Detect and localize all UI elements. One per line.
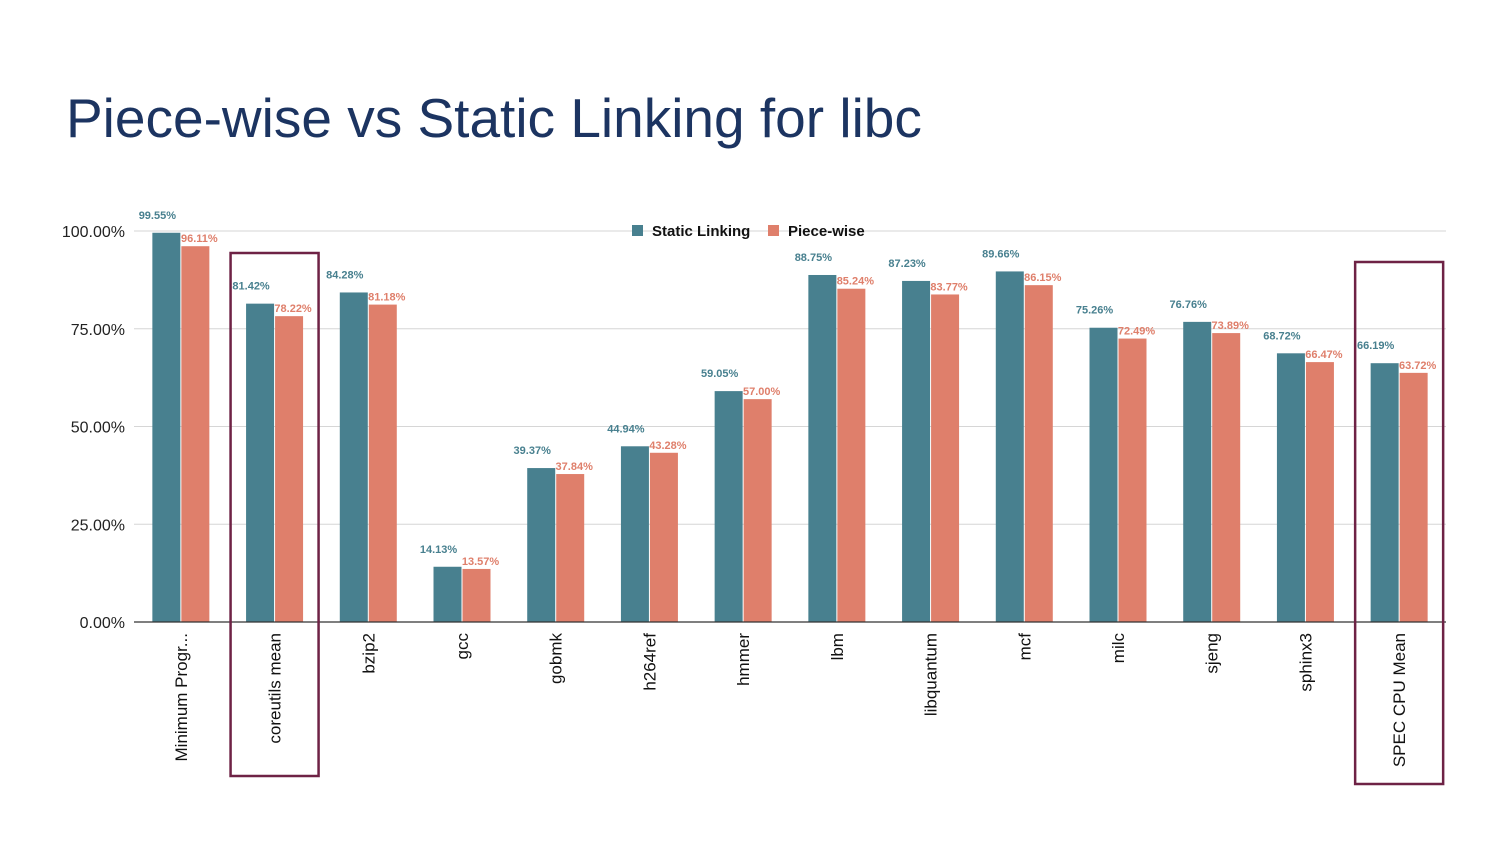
data-label: 81.18% — [368, 292, 406, 304]
category-label: gobmk — [547, 633, 566, 685]
y-tick-label: 25.00% — [71, 517, 125, 534]
highlight-box — [1353, 260, 1445, 786]
legend-swatch — [768, 225, 779, 236]
data-label: 14.13% — [420, 544, 458, 556]
data-label: 66.47% — [1305, 349, 1343, 361]
category-label: milc — [1109, 633, 1128, 664]
bar-piecewise — [181, 246, 210, 622]
y-tick-label: 100.00% — [62, 224, 125, 241]
category-label: libquantum — [922, 633, 941, 716]
category-label: sphinx3 — [1296, 633, 1315, 692]
category-label: hmmer — [734, 633, 753, 686]
data-label: 75.26% — [1076, 305, 1114, 317]
data-label: 88.75% — [795, 252, 833, 264]
bar-piecewise — [837, 288, 866, 622]
data-label: 83.77% — [930, 281, 968, 293]
legend-label: Static Linking — [652, 223, 750, 240]
bar-static — [1183, 321, 1212, 622]
data-label: 39.37% — [514, 445, 552, 457]
y-axis-ticks: 0.00% 25.00% 50.00% 75.00% 100.00% — [62, 224, 125, 632]
bar-static — [808, 274, 837, 622]
data-label: 87.23% — [888, 258, 926, 270]
data-label: 96.11% — [181, 233, 218, 245]
bar-static — [714, 391, 743, 622]
data-label: 13.57% — [462, 556, 500, 568]
bars — [152, 232, 1428, 622]
data-label: 43.28% — [649, 440, 687, 452]
bar-piecewise — [462, 568, 491, 622]
bar-piecewise — [743, 399, 772, 622]
bar-static — [246, 303, 275, 622]
category-label: bzip2 — [359, 633, 378, 674]
bar-piecewise — [1024, 285, 1053, 622]
data-label: 37.84% — [556, 461, 594, 473]
bar-piecewise — [1118, 338, 1147, 622]
highlight-box — [229, 251, 320, 778]
data-labels: 99.55% 96.11% 81.42% 78.22% 84.28% 81.18% 14.1… — [139, 210, 1437, 568]
bar-static — [527, 468, 556, 622]
category-label: lbm — [828, 633, 847, 660]
data-label: 59.05% — [701, 368, 739, 380]
category-label: Minimum Progr... — [172, 633, 191, 761]
category-label: sjeng — [1203, 633, 1222, 674]
bar-static — [995, 271, 1024, 622]
data-label: 44.94% — [607, 423, 645, 435]
y-tick-label: 50.00% — [71, 420, 125, 437]
bar-piecewise — [1305, 362, 1334, 622]
bar-static — [1089, 327, 1118, 622]
category-labels: Minimum Progr... coreutils mean bzip2 gcc go… — [172, 633, 1409, 768]
data-label: 89.66% — [982, 248, 1020, 260]
legend-label: Piece-wise — [788, 223, 865, 240]
data-label: 63.72% — [1399, 360, 1437, 372]
y-tick-label: 75.00% — [71, 322, 125, 339]
data-label: 84.28% — [326, 269, 364, 281]
category-label: mcf — [1015, 633, 1034, 661]
bar-static — [1276, 353, 1305, 622]
category-label: h264ref — [640, 633, 659, 691]
bar-static — [433, 566, 462, 622]
bar-static — [339, 292, 368, 622]
data-label: 68.72% — [1263, 330, 1301, 342]
category-label: SPEC CPU Mean — [1390, 633, 1409, 767]
bar-piecewise — [1399, 372, 1428, 622]
data-label: 85.24% — [837, 276, 875, 288]
bar-static — [902, 280, 931, 622]
slide-title: Piece-wise vs Static Linking for libc — [66, 87, 922, 149]
data-label: 81.42% — [232, 281, 270, 293]
legend: Static Linking Piece-wise — [632, 223, 865, 240]
category-label: gcc — [453, 633, 472, 660]
y-tick-label: 0.00% — [80, 615, 125, 632]
bar-static — [152, 232, 181, 622]
data-label: 99.55% — [139, 210, 177, 222]
data-label: 57.00% — [743, 386, 781, 398]
bar-piecewise — [649, 452, 678, 622]
bar-static — [620, 446, 649, 622]
highlight-boxes — [229, 251, 1445, 786]
bar-piecewise — [1212, 333, 1241, 622]
category-label: coreutils mean — [266, 633, 285, 744]
bar-static — [1370, 363, 1399, 622]
data-label: 86.15% — [1024, 272, 1062, 284]
bar-piecewise — [931, 294, 960, 622]
bar-piecewise — [275, 316, 304, 622]
data-label: 73.89% — [1212, 320, 1250, 332]
bar-piecewise — [556, 474, 585, 622]
data-label: 72.49% — [1118, 326, 1156, 338]
legend-swatch — [632, 225, 643, 236]
data-label: 76.76% — [1170, 299, 1208, 311]
data-label: 78.22% — [274, 303, 312, 315]
bar-piecewise — [368, 304, 397, 622]
data-label: 66.19% — [1357, 340, 1395, 352]
